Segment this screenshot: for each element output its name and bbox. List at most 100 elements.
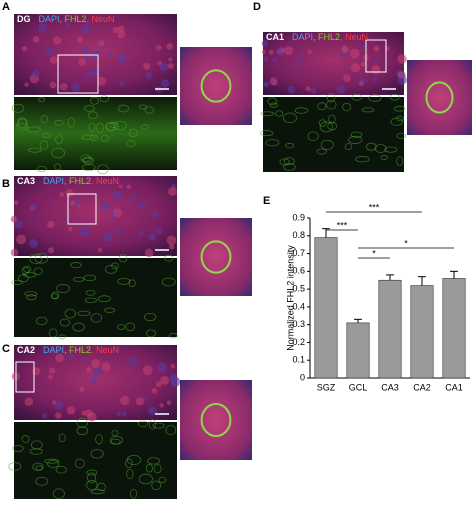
cell-nucleus	[37, 22, 48, 33]
cell-signal	[72, 322, 85, 332]
x-tick-label: GCL	[349, 382, 368, 392]
cell-signal	[37, 97, 46, 103]
cell-nucleus	[160, 79, 170, 88]
cell-signal	[17, 117, 28, 129]
cell-nucleus	[112, 26, 119, 34]
cell-signal	[165, 424, 177, 436]
cell-nucleus	[294, 60, 301, 67]
cell-signal	[27, 147, 42, 153]
significance-label: *	[372, 248, 376, 258]
cell-nucleus	[52, 36, 62, 45]
cell-nucleus	[118, 184, 123, 189]
cell-signal	[21, 435, 30, 444]
cell-signal	[109, 122, 118, 128]
merged-image	[263, 32, 404, 95]
cell-nucleus	[116, 411, 122, 417]
cell-nucleus	[169, 244, 175, 250]
cell-signal	[29, 254, 43, 265]
cell-nucleus	[67, 226, 73, 232]
cell-signal	[260, 111, 275, 117]
y-tick-label: 0.1	[292, 355, 305, 365]
cell-nucleus	[45, 47, 54, 56]
cell-signal	[59, 318, 71, 327]
cell-nucleus	[268, 49, 274, 55]
cell-signal	[90, 96, 100, 105]
cell-nucleus	[67, 353, 74, 359]
inset-cell	[200, 240, 232, 274]
cell-signal	[81, 134, 96, 141]
cell-signal	[48, 328, 58, 338]
cell-signal	[111, 429, 119, 437]
cell-signal	[380, 155, 388, 160]
cell-nucleus	[307, 49, 313, 55]
cell-nucleus	[24, 397, 34, 407]
cell-nucleus	[166, 400, 172, 405]
cell-signal	[326, 92, 336, 103]
cell-signal	[56, 284, 71, 293]
cell-nucleus	[115, 227, 121, 234]
cell-signal	[104, 264, 118, 274]
channel-label: , NeuN	[340, 32, 368, 42]
region-label: CA3	[17, 176, 35, 186]
cell-signal	[113, 120, 127, 131]
cell-nucleus	[151, 388, 158, 394]
cell-signal	[82, 157, 93, 163]
cell-nucleus	[41, 412, 48, 419]
cell-nucleus	[170, 363, 176, 369]
cell-nucleus	[373, 45, 380, 52]
cell-nucleus	[359, 81, 364, 86]
channel-label: DAPI	[39, 14, 60, 24]
panel-letter: A	[2, 1, 10, 13]
cell-nucleus	[10, 215, 18, 223]
cell-signal	[316, 148, 327, 155]
cell-nucleus	[171, 382, 176, 387]
cell-signal	[389, 93, 400, 101]
panel-letter: D	[253, 1, 261, 13]
cell-nucleus	[144, 248, 154, 258]
cell-signal	[283, 157, 295, 166]
cell-signal	[350, 131, 363, 138]
cell-nucleus	[297, 53, 303, 59]
cell-signal	[47, 459, 60, 468]
cell-nucleus	[32, 36, 40, 43]
cell-nucleus	[66, 406, 76, 415]
y-tick-label: 0.9	[292, 212, 305, 222]
cell-nucleus	[160, 375, 170, 385]
cell-signal	[260, 130, 274, 137]
significance-label: *	[404, 238, 408, 248]
cell-signal	[111, 262, 119, 270]
cell-signal	[96, 164, 109, 175]
cell-nucleus	[287, 86, 296, 94]
y-tick-label: 0.4	[292, 301, 305, 311]
cell-nucleus	[261, 40, 269, 47]
cell-nucleus	[65, 23, 71, 29]
cell-signal	[317, 102, 327, 111]
fhl2-image	[263, 97, 404, 172]
cell-signal	[285, 142, 295, 149]
inset-image	[407, 60, 472, 135]
cell-signal	[51, 147, 65, 159]
cell-nucleus	[112, 191, 122, 201]
cell-signal	[125, 458, 133, 469]
cell-signal	[77, 310, 91, 317]
cell-nucleus	[82, 46, 90, 54]
cell-nucleus	[397, 71, 405, 79]
y-tick-label: 0.2	[292, 337, 305, 347]
channel-label: , FHL2	[313, 32, 340, 42]
cell-nucleus	[305, 86, 311, 92]
cell-nucleus	[54, 412, 62, 419]
cell-nucleus	[101, 201, 110, 211]
cell-nucleus	[90, 377, 98, 385]
cell-nucleus	[117, 53, 127, 64]
cell-signal	[21, 266, 30, 275]
cell-signal	[86, 479, 98, 491]
cell-signal	[152, 422, 165, 429]
cell-nucleus	[78, 57, 87, 66]
cell-nucleus	[54, 401, 63, 411]
cell-nucleus	[156, 228, 163, 235]
panel-label: CA3 DAPI, FHL2, NeuN	[17, 176, 119, 186]
x-tick-label: SGZ	[317, 382, 336, 392]
cell-signal	[76, 426, 89, 436]
cell-signal	[29, 448, 43, 455]
cell-signal	[368, 94, 382, 102]
